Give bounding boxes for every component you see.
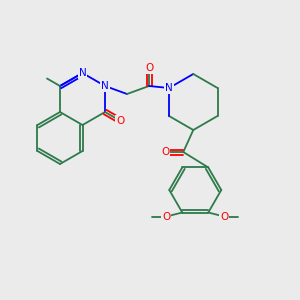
Text: O: O	[116, 116, 125, 126]
Text: N: N	[165, 83, 173, 93]
Text: N: N	[101, 81, 109, 91]
Text: O: O	[145, 63, 153, 73]
Text: N: N	[79, 68, 86, 78]
Text: O: O	[161, 147, 170, 157]
Text: O: O	[162, 212, 170, 221]
Text: O: O	[220, 212, 228, 221]
